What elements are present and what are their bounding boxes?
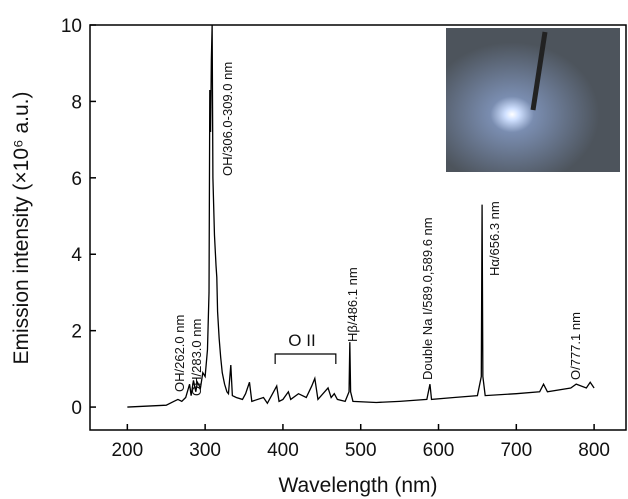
x-tick-label: 600 <box>423 440 455 461</box>
annotation: O/777.1 nm <box>568 312 583 380</box>
y-tick-label: 10 <box>61 16 82 37</box>
x-axis-label: Wavelength (nm) <box>278 474 437 497</box>
y-tick-label: 2 <box>71 322 82 343</box>
o2-bracket <box>274 353 337 364</box>
annotation: Hβ/486.1 nm <box>345 267 360 342</box>
annotation: OH/306.0-309.0 nm <box>220 62 235 176</box>
y-tick-label: 8 <box>71 92 82 113</box>
annotation: Double Na I/589.0,589.6 nm <box>420 217 435 380</box>
x-tick-label: 300 <box>189 440 221 461</box>
x-tick-label: 400 <box>267 440 299 461</box>
y-tick-label: 6 <box>71 169 82 190</box>
x-tick-label: 500 <box>345 440 377 461</box>
y-axis-label: Emission intensity (×10⁶ a.u.) <box>10 91 33 364</box>
annotation: Hα/656.3 nm <box>487 201 502 276</box>
y-tick-label: 0 <box>71 398 82 419</box>
spectrum-line <box>127 24 595 408</box>
inset-electrode <box>530 31 548 111</box>
y-tick-label: 4 <box>71 245 82 266</box>
annotation: OH/283.0 nm <box>189 319 204 396</box>
x-tick-label: 700 <box>500 440 532 461</box>
plot-frame <box>89 24 627 431</box>
annotation: OH/262.0 nm <box>172 315 187 392</box>
x-tick-label: 200 <box>111 440 143 461</box>
annotation: O II <box>288 331 315 350</box>
x-tick-label: 800 <box>578 440 610 461</box>
